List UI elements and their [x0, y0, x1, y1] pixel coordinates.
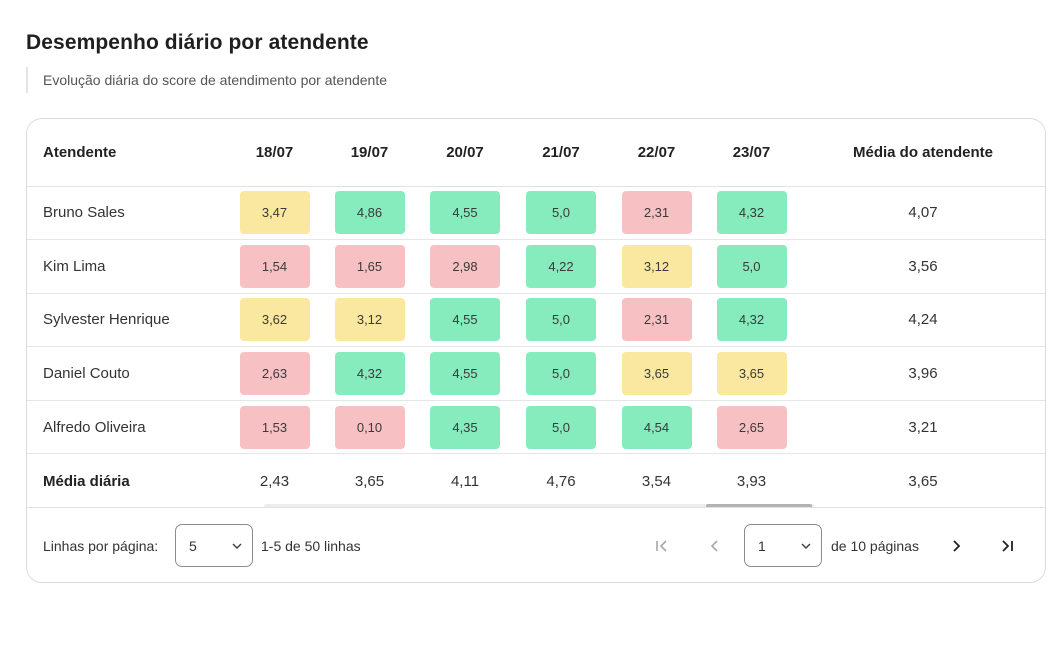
performance-table-card: Atendente 18/07 19/07 20/07 21/07 22/07 …: [26, 118, 1046, 583]
score-chip: 2,31: [621, 298, 692, 342]
attendant-average: 4,07: [799, 186, 1045, 241]
score-chip: 4,35: [430, 405, 500, 449]
score-chip: 5,0: [526, 191, 596, 235]
score-chip: 5,0: [526, 352, 596, 396]
score-chip: 3,62: [239, 298, 310, 342]
table-row: Sylvester Henrique 3,62 3,12 4,55 5,0 2,…: [27, 293, 1045, 348]
score-chip: 1,53: [239, 405, 310, 449]
daily-average-label: Média diária: [43, 472, 130, 490]
score-chip: 0,10: [334, 405, 405, 449]
score-chip: 4,32: [334, 352, 405, 396]
attendant-average: 3,96: [799, 346, 1045, 401]
chevron-right-icon: [953, 540, 961, 552]
score-chip: 4,32: [716, 191, 787, 235]
performance-table: Atendente 18/07 19/07 20/07 21/07 22/07 …: [27, 119, 1045, 508]
score-chip: 5,0: [716, 244, 787, 288]
column-header-day[interactable]: 19/07: [322, 119, 417, 187]
last-page-button[interactable]: [996, 535, 1018, 557]
overall-average-value: 3,65: [908, 472, 938, 490]
page-subtitle: Evolução diária do score de atendimento …: [43, 72, 388, 88]
score-chip: 3,47: [239, 191, 310, 235]
attendant-average: 3,56: [799, 239, 1045, 294]
score-chip: 3,65: [716, 352, 787, 396]
table-row: Daniel Couto 2,63 4,32 4,55 5,0 3,65 3,6…: [27, 346, 1045, 401]
rows-per-page-label: Linhas por página:: [43, 538, 159, 554]
first-page-button[interactable]: [651, 535, 673, 557]
daily-average-value: 4,76: [546, 472, 576, 490]
chevron-down-icon: [801, 543, 811, 550]
score-chip: 5,0: [526, 298, 596, 342]
score-chip: 3,65: [621, 352, 692, 396]
pagination-bar: Linhas por página: 5 1-5 de 50 linhas 1 …: [27, 507, 1045, 582]
column-header-day[interactable]: 18/07: [227, 119, 322, 187]
last-page-icon: [1002, 540, 1013, 552]
chevron-left-icon: [710, 540, 718, 552]
page-title: Desempenho diário por atendente: [26, 31, 369, 54]
first-page-icon: [656, 540, 667, 552]
daily-average-row: Média diária 2,43 3,65 4,11 4,76 3,54 3,…: [27, 454, 1045, 508]
column-header-day[interactable]: 23/07: [704, 119, 799, 187]
score-chip: 4,55: [430, 191, 500, 235]
attendant-average: 3,21: [799, 400, 1045, 455]
daily-average-value: 4,11: [450, 472, 480, 490]
page-select-value: 1: [758, 538, 766, 554]
attendant-average: 4,24: [799, 293, 1045, 348]
score-chip: 2,63: [239, 352, 310, 396]
score-chip: 1,54: [239, 244, 310, 288]
score-chip: 3,12: [334, 298, 405, 342]
daily-average-value: 2,43: [259, 472, 290, 490]
column-header-day[interactable]: 20/07: [417, 119, 513, 187]
table-row: Bruno Sales 3,47 4,86 4,55 5,0 2,31 4,32…: [27, 186, 1045, 241]
subtitle-block: Evolução diária do score de atendimento …: [26, 67, 387, 93]
rows-range-text: 1-5 de 50 linhas: [261, 538, 361, 554]
attendant-name: Daniel Couto: [27, 346, 227, 401]
horizontal-scrollbar[interactable]: [264, 504, 814, 508]
daily-average-value: 3,93: [736, 472, 767, 490]
chevron-down-icon: [232, 543, 242, 550]
score-chip: 1,65: [334, 244, 405, 288]
table-row: Kim Lima 1,54 1,65 2,98 4,22 3,12 5,0 3,…: [27, 239, 1045, 294]
score-chip: 3,12: [621, 244, 692, 288]
attendant-name: Bruno Sales: [27, 186, 227, 241]
rows-per-page-select[interactable]: 5: [175, 524, 253, 567]
column-header-atendente[interactable]: Atendente: [27, 119, 227, 187]
score-chip: 2,31: [621, 191, 692, 235]
score-chip: 2,65: [716, 405, 787, 449]
score-chip: 5,0: [526, 405, 596, 449]
next-page-button[interactable]: [945, 535, 967, 557]
score-chip: 4,54: [621, 405, 692, 449]
attendant-name: Alfredo Oliveira: [27, 400, 227, 455]
attendant-name: Sylvester Henrique: [27, 293, 227, 348]
column-header-day[interactable]: 21/07: [513, 119, 609, 187]
daily-average-value: 3,54: [641, 472, 672, 490]
table-row: Alfredo Oliveira 1,53 0,10 4,35 5,0 4,54…: [27, 400, 1045, 455]
attendant-name: Kim Lima: [27, 239, 227, 294]
previous-page-button[interactable]: [704, 535, 726, 557]
rows-per-page-value: 5: [189, 538, 197, 554]
score-chip: 4,55: [430, 352, 500, 396]
score-chip: 4,22: [526, 244, 596, 288]
scrollbar-thumb[interactable]: [706, 504, 812, 508]
score-chip: 4,55: [430, 298, 500, 342]
column-header-media-atendente[interactable]: Média do atendente: [799, 119, 1045, 187]
score-chip: 4,32: [716, 298, 787, 342]
score-chip: 4,86: [334, 191, 405, 235]
page-select[interactable]: 1: [744, 524, 822, 567]
total-pages-text: de 10 páginas: [831, 538, 919, 554]
daily-average-value: 3,65: [354, 472, 385, 490]
column-header-day[interactable]: 22/07: [609, 119, 704, 187]
score-chip: 2,98: [430, 244, 500, 288]
table-header-row: Atendente 18/07 19/07 20/07 21/07 22/07 …: [27, 119, 1045, 187]
